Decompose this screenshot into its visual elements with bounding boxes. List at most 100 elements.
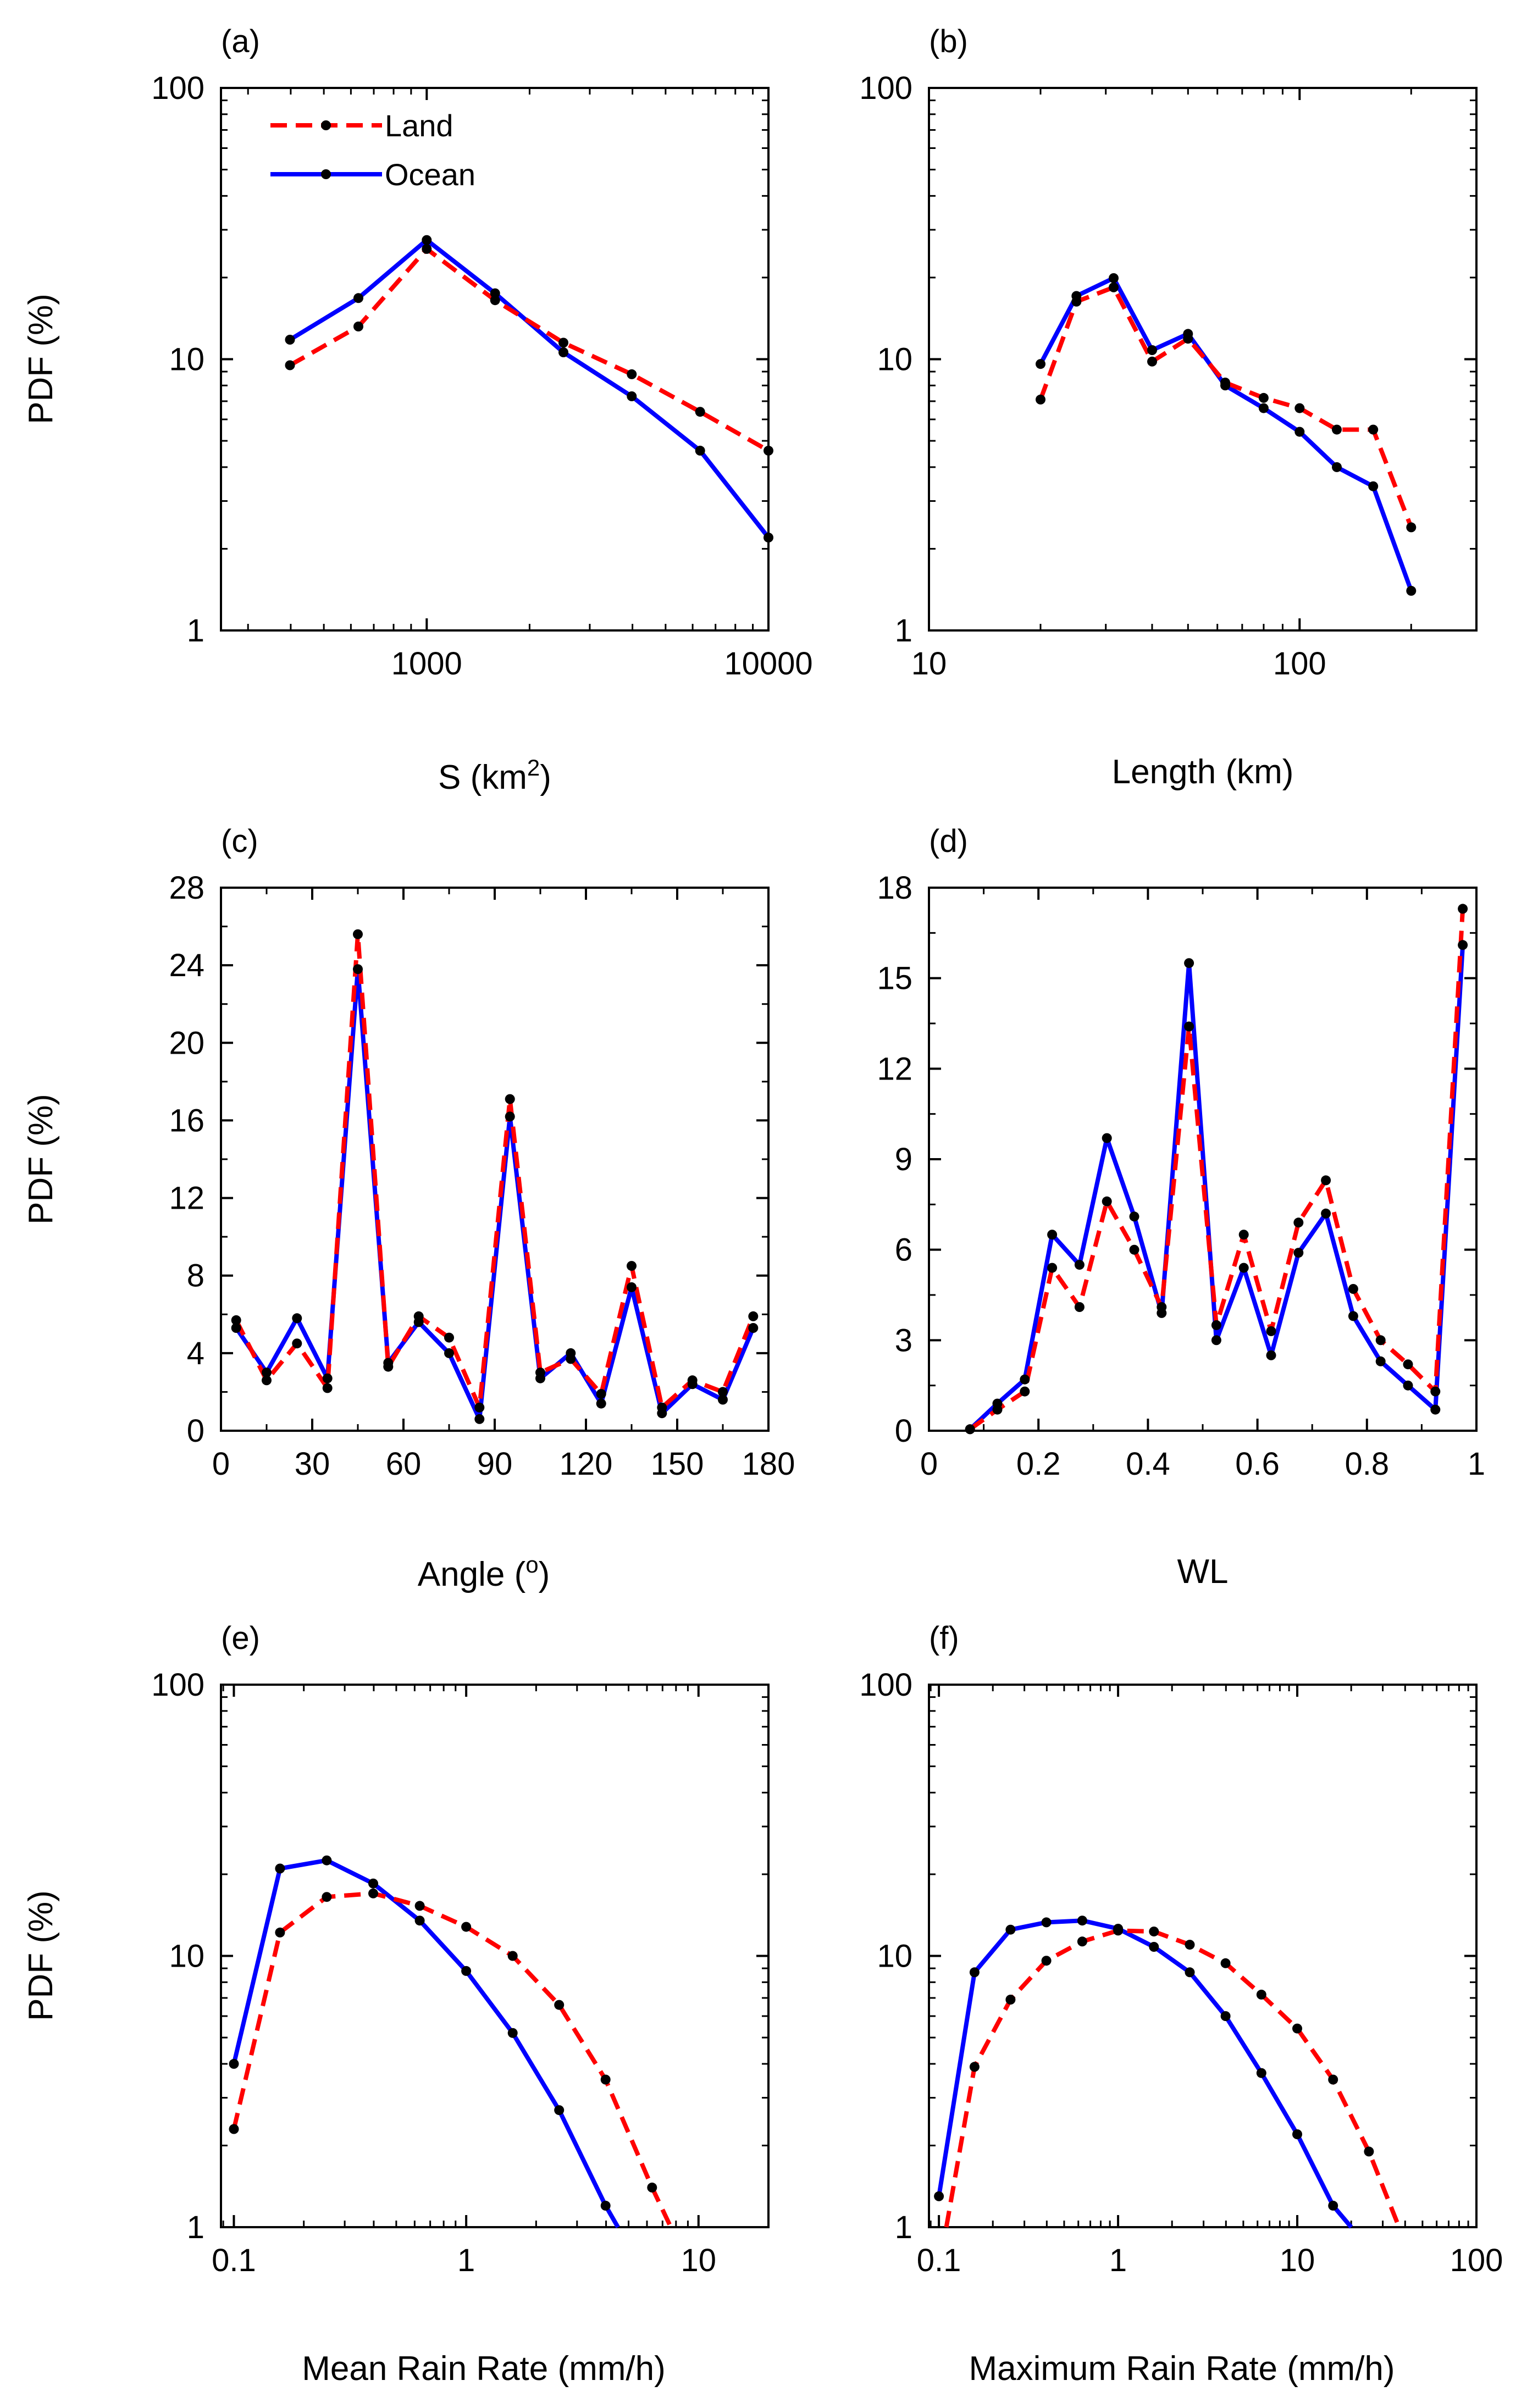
panel-e-land-point — [275, 1927, 285, 1938]
panel-a-ocean-point — [764, 533, 773, 543]
panel-d-ytick-label: 3 — [895, 1322, 912, 1358]
panel-f-ocean-point — [1292, 2129, 1302, 2139]
panel-a-ocean-point — [558, 347, 568, 357]
panel-d-ocean-point — [1102, 1133, 1112, 1143]
panel-d-xtick-label: 1 — [1468, 1446, 1485, 1482]
panel-c-land-point — [292, 1338, 302, 1349]
legend-land-marker — [321, 120, 331, 130]
panel-b-ytick-label: 100 — [859, 70, 912, 106]
panel-c-land-point — [444, 1332, 454, 1343]
panel-e-ocean-point — [461, 1966, 472, 1976]
panel-e-label: (e) — [221, 1620, 260, 1656]
panel-e-ytick-label: 10 — [169, 1939, 204, 1974]
panel-d-land-point — [1375, 1335, 1386, 1346]
panel-c-land-point — [566, 1354, 576, 1364]
panel-c-ytick-label: 28 — [169, 870, 204, 906]
panel-a-xlabel: S (km2) — [438, 755, 551, 796]
panel-e-land-point — [554, 2000, 565, 2010]
panel-f-ocean-point — [1256, 2068, 1266, 2078]
panel-c-land-point — [748, 1311, 759, 1321]
panel-c-ocean-point — [262, 1368, 272, 1378]
panel-e-land-point — [647, 2182, 657, 2193]
panel-c-land-point — [718, 1387, 728, 1397]
panel-e-ocean-line — [231, 1858, 620, 2228]
panel-a-land-line — [289, 246, 770, 453]
panel-e-ocean-point — [275, 1863, 285, 1874]
panel-d-land-point — [1238, 1230, 1249, 1240]
panel-c-ocean-point — [292, 1313, 302, 1324]
panel-d-marks: 0 0.2 0.4 0.6 0.8 1 0 3 6 9 12 15 18 — [877, 870, 1485, 1482]
panel-b-ocean-point — [1109, 273, 1119, 283]
panel-b-land-point — [1036, 394, 1045, 405]
panel-c-ocean-point — [596, 1398, 606, 1409]
panel-b-ocean-point — [1368, 481, 1379, 491]
panel-e-ocean-point — [368, 1878, 378, 1889]
panel-d-xtick-label: 0.4 — [1126, 1446, 1170, 1482]
panel-d-land-point — [1293, 1217, 1304, 1228]
panel-c-label: (c) — [221, 823, 258, 859]
panel-c-ytick-label: 4 — [187, 1336, 204, 1371]
panel-a-ocean-point — [490, 288, 500, 298]
panel-d-xtick-label: 0.2 — [1016, 1446, 1061, 1482]
panel-f-land-point — [1364, 2146, 1374, 2157]
panel-c-xtick-label: 150 — [651, 1446, 704, 1482]
panel-d-xtick-label: 0 — [920, 1446, 938, 1482]
panel-e-xtick-label: 1 — [457, 2243, 475, 2278]
panel-f-land-point — [1185, 1940, 1195, 1950]
panel-f-land-point — [1113, 1925, 1124, 1936]
panel-a-land-point — [490, 295, 500, 306]
panel-f-land-point — [1005, 1995, 1016, 2005]
panel-d-ocean-point — [1047, 1230, 1058, 1240]
panel-b-land-point — [1332, 424, 1342, 435]
panel-a-ytick-label: 100 — [151, 70, 204, 106]
panel-a-land-point — [422, 243, 432, 254]
panel-e-ocean-point — [507, 2028, 518, 2038]
panel-e-ylabel: PDF (%) — [22, 1890, 60, 2021]
panel-f-ocean-point — [1185, 1967, 1195, 1978]
panel-a-land-point — [558, 337, 568, 348]
legend-ocean-label: Ocean — [385, 157, 475, 192]
panel-f-land-point — [1149, 1927, 1159, 1937]
panel-d-ocean-point — [1266, 1350, 1276, 1360]
panel-d-ocean-point — [1129, 1211, 1139, 1222]
panel-c-land-point — [262, 1375, 272, 1386]
panel-e-land-point — [507, 1951, 518, 1961]
panel-b-land-line — [1038, 285, 1414, 528]
panel-a-ylabel: PDF (%) — [22, 294, 60, 424]
panel-a-ytick-label: 1 — [187, 613, 204, 649]
panel-d-land-point — [1129, 1244, 1139, 1255]
panel-f-land-point — [969, 2062, 980, 2072]
panel-b-ocean-point — [1332, 462, 1342, 472]
panel-d-ocean-point — [1211, 1335, 1221, 1346]
panel-f-xtick-label: 0.1 — [917, 2243, 961, 2278]
panel-c-marks: 0 30 60 90 120 150 180 0 4 8 12 16 20 24 28 — [169, 870, 795, 1482]
panel-c-ocean-point — [748, 1323, 759, 1333]
panel-f-ocean-point — [934, 2191, 944, 2201]
panel-d-land-point — [1157, 1302, 1167, 1312]
panel-c-ocean-point — [627, 1282, 637, 1292]
panel-c-ytick-label: 20 — [169, 1025, 204, 1061]
panel-d-land-point — [1102, 1196, 1112, 1206]
panel-e-ocean-point — [414, 1916, 425, 1926]
panel-e-ytick-label: 1 — [187, 2210, 204, 2245]
panel-b-land-point — [1258, 392, 1269, 403]
panel-b-ytick-label: 10 — [877, 342, 912, 378]
panel-d-ytick-label: 9 — [895, 1142, 912, 1177]
panel-e-land-point — [600, 2074, 611, 2085]
panel-d-xtick-label: 0.8 — [1345, 1446, 1389, 1482]
panel-c-xlabel: Angle (o) — [418, 1552, 550, 1593]
legend-ocean-marker — [321, 169, 331, 179]
panel-d-ytick-label: 6 — [895, 1232, 912, 1268]
panel-f-ytick-label: 10 — [877, 1939, 912, 1974]
panel-c-xtick-label: 30 — [295, 1446, 330, 1482]
panel-d-ocean-point — [1184, 958, 1194, 968]
panel-f-ocean-point — [1005, 1924, 1016, 1935]
panel-e-xlabel: Mean Rain Rate (mm/h) — [302, 2350, 666, 2388]
panel-c-land-point — [687, 1375, 698, 1386]
panel-b-label: (b) — [929, 24, 968, 59]
panel-b-xlabel: Length (km) — [1112, 753, 1294, 791]
panel-f-xtick-label: 10 — [1280, 2243, 1315, 2278]
panel-a-ocean-point — [627, 391, 637, 401]
